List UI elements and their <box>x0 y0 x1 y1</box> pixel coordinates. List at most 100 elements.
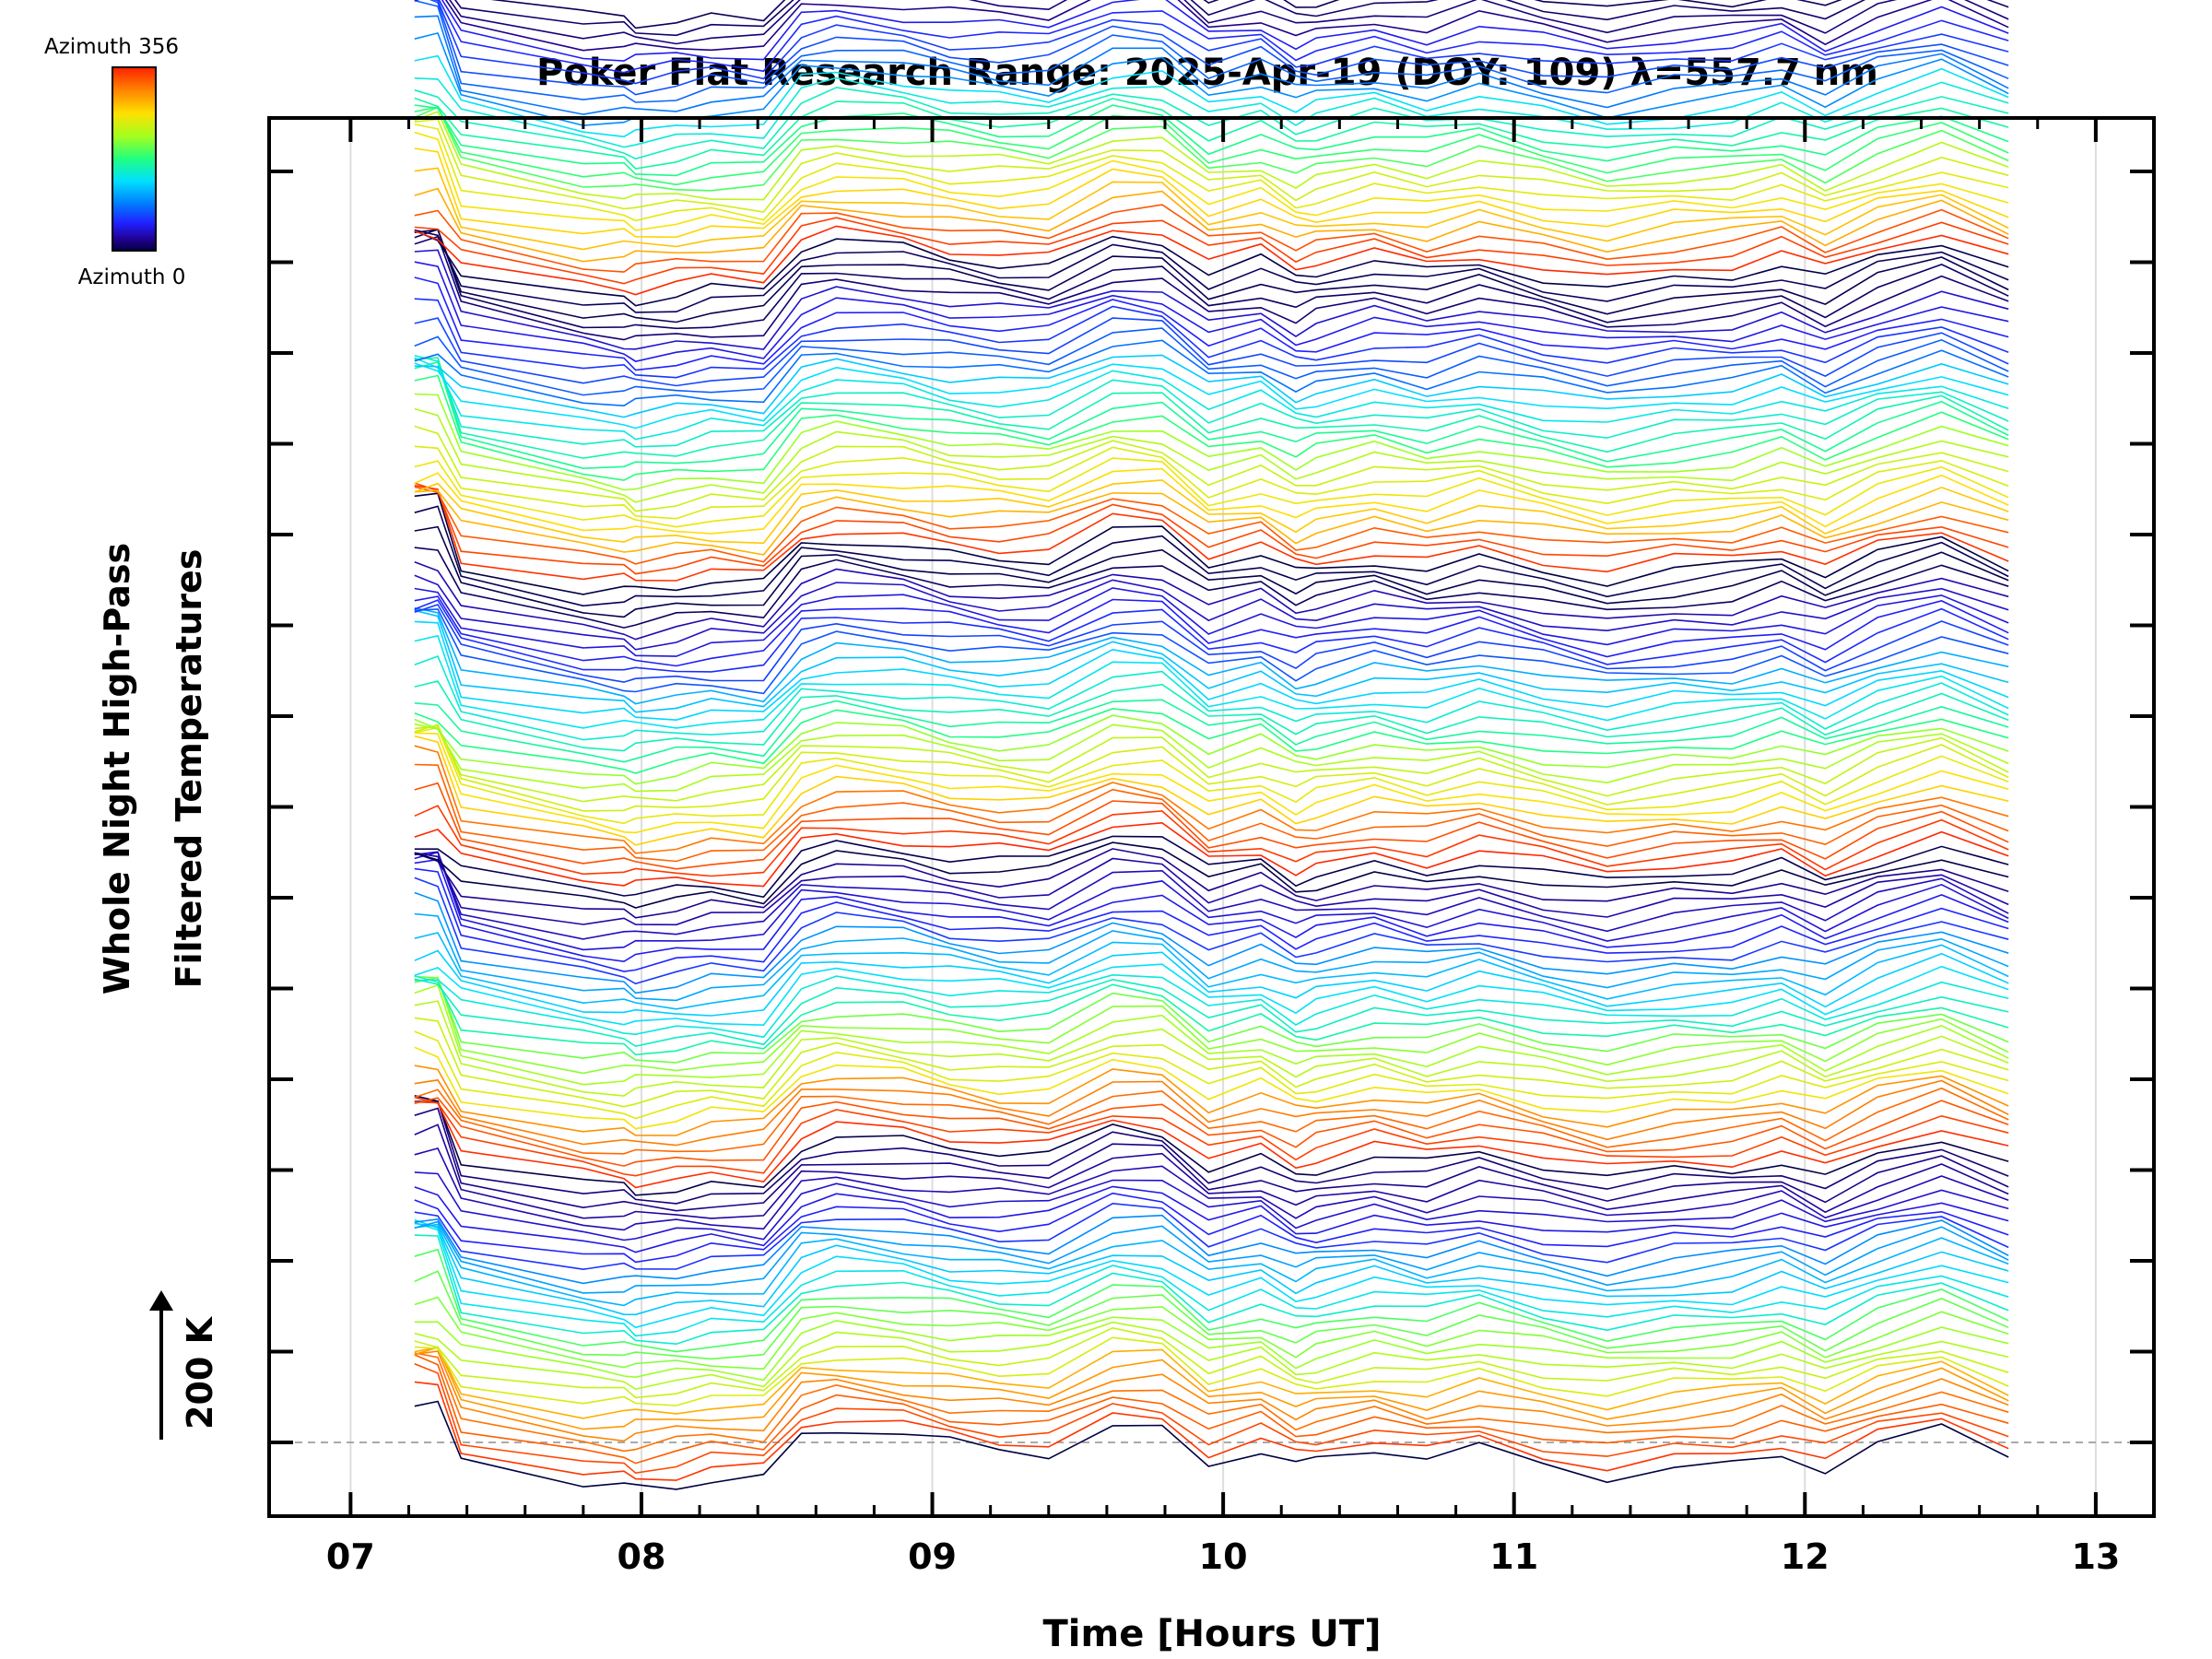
trace-line <box>414 949 2009 1017</box>
trace-line <box>414 229 2009 307</box>
trace-line <box>414 225 2009 296</box>
trace-line <box>414 1220 2009 1294</box>
trace-line <box>414 606 2009 705</box>
trace-line <box>414 1248 2009 1353</box>
trace-line <box>414 482 2009 575</box>
trace-line <box>414 457 2009 528</box>
trace-line <box>414 599 2009 673</box>
trace-line <box>414 841 2009 909</box>
trace-line <box>414 357 2009 459</box>
trace-line <box>414 634 2009 729</box>
trace-line <box>414 167 2009 251</box>
colorbar <box>112 66 157 252</box>
trace-line <box>414 805 2009 877</box>
trace-line <box>414 445 2009 520</box>
plot-frame <box>267 116 2156 1518</box>
scale-indicator: 200 K <box>149 1290 220 1440</box>
trace-line <box>414 877 2009 985</box>
trace-line <box>414 467 2009 535</box>
trace-line <box>414 249 2009 350</box>
trace-line <box>414 735 2009 846</box>
trace-line <box>414 973 2009 1039</box>
trace-line <box>414 425 2009 512</box>
trace-line <box>414 724 2009 812</box>
trace-line <box>414 118 2009 213</box>
x-tick-labels: 07 08 09 10 11 12 13 <box>326 1536 2120 1577</box>
trace-line <box>414 851 2009 951</box>
trace-line <box>414 97 2009 170</box>
trace-line <box>414 912 2009 1002</box>
trace-line <box>414 1065 2009 1136</box>
trace-line <box>414 858 2009 963</box>
trace-line <box>429 0 2009 96</box>
trace-line <box>414 1381 2009 1481</box>
trace-line <box>414 354 2009 418</box>
trace-line <box>414 852 2009 926</box>
y-axis-label-line2: Filtered Temperatures <box>169 549 209 989</box>
trace-line <box>414 1316 2009 1382</box>
trace-line <box>414 1096 2009 1189</box>
trace-line <box>414 983 2009 1086</box>
trace-line <box>449 0 2009 45</box>
trace-line <box>414 111 2009 201</box>
trace-line <box>414 317 2009 387</box>
trace-line <box>454 0 2009 37</box>
trace-line <box>414 1234 2009 1346</box>
trace-line <box>414 1221 2009 1337</box>
trace-line <box>414 1030 2009 1120</box>
trace-line <box>414 708 2009 774</box>
trace-line <box>414 147 2009 239</box>
trace-line <box>414 1321 2009 1391</box>
trace-line <box>414 0 2009 62</box>
trace-line <box>414 1185 2009 1253</box>
trace-series <box>414 0 2009 1490</box>
trace-line <box>414 276 2009 371</box>
trace-line <box>414 355 2009 448</box>
trace-line <box>414 228 2009 330</box>
trace-line <box>414 362 2009 429</box>
trace-line <box>414 604 2009 683</box>
trace-line <box>414 229 2009 324</box>
y-axis-label-line1: Whole Night High-Pass <box>97 543 137 994</box>
trace-line <box>414 393 2009 491</box>
x-tick-label: 08 <box>618 1536 666 1577</box>
trace-line <box>414 1214 2009 1285</box>
y-axis-label: Whole Night High-Pass Filtered Temperatu… <box>97 543 209 994</box>
trace-line <box>414 1017 2009 1108</box>
trace-line <box>414 978 2009 1048</box>
trace-line <box>414 15 2009 115</box>
trace-line <box>414 492 2009 595</box>
trace-line <box>414 1222 2009 1316</box>
trace-line <box>414 932 2009 1010</box>
x-tick-label: 11 <box>1489 1536 1538 1577</box>
trace-line <box>414 835 2009 899</box>
trace-line <box>414 0 2009 103</box>
trace-line <box>414 1100 2009 1205</box>
trace-line <box>414 1218 2009 1329</box>
trace-line <box>414 595 2009 667</box>
trace-line <box>414 525 2009 618</box>
trace-line <box>414 187 2009 263</box>
trace-line <box>414 782 2009 870</box>
trace-line <box>414 867 2009 972</box>
trace-line <box>414 1350 2009 1442</box>
trace-line <box>414 489 2009 556</box>
trace-line <box>414 1354 2009 1465</box>
trace-line <box>414 1046 2009 1130</box>
colorbar-top-label: Azimuth 356 <box>44 35 179 59</box>
trace-line <box>414 486 2009 565</box>
trace-line <box>490 0 1842 29</box>
trace-line <box>414 235 2009 341</box>
trace-line <box>414 374 2009 481</box>
colorbar-bottom-label: Azimuth 0 <box>78 265 186 289</box>
trace-line <box>444 0 2009 52</box>
trace-line <box>414 714 2009 785</box>
trace-line <box>414 745 2009 854</box>
trace-line <box>414 106 2009 192</box>
trace-line <box>414 485 2009 582</box>
trace-line <box>414 505 2009 607</box>
trace-line <box>414 654 2009 741</box>
trace-line <box>414 699 2009 763</box>
trace-line <box>414 104 2009 177</box>
trace-line <box>414 1078 2009 1147</box>
